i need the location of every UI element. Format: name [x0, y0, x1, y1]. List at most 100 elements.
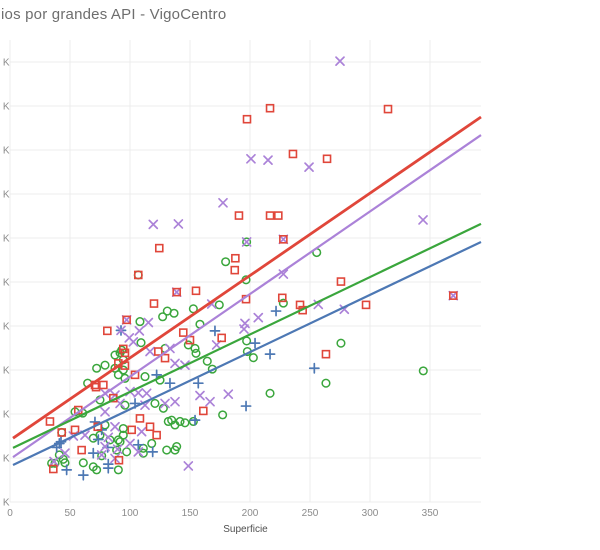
data-point-purple-x[interactable] — [170, 396, 180, 407]
data-point-blue-plus[interactable] — [240, 400, 252, 412]
trend-line-green-circles[interactable] — [12, 222, 482, 449]
data-point-green-circles[interactable] — [218, 410, 228, 420]
data-point-purple-x[interactable] — [121, 314, 132, 325]
data-point-red-squares[interactable] — [99, 380, 108, 390]
data-point-green-circles[interactable] — [100, 360, 110, 370]
data-point-green-circles[interactable] — [170, 445, 180, 455]
data-point-green-circles[interactable] — [112, 445, 122, 455]
data-point-red-squares[interactable] — [217, 333, 226, 343]
data-point-red-squares[interactable] — [70, 425, 80, 435]
data-point-red-squares[interactable] — [145, 422, 155, 432]
data-point-purple-x[interactable] — [448, 290, 459, 301]
data-point-green-circles[interactable] — [136, 338, 146, 348]
data-point-green-circles[interactable] — [190, 343, 200, 353]
data-point-red-squares[interactable] — [77, 445, 86, 455]
data-point-green-circles[interactable] — [78, 458, 88, 468]
data-point-green-circles[interactable] — [110, 350, 120, 360]
data-point-green-circles[interactable] — [278, 298, 288, 308]
data-point-green-circles[interactable] — [113, 435, 123, 445]
data-point-green-circles[interactable] — [248, 353, 258, 363]
data-point-red-squares[interactable] — [288, 149, 298, 159]
data-point-purple-x[interactable] — [246, 153, 256, 164]
data-point-red-squares[interactable] — [230, 265, 240, 275]
data-point-purple-x[interactable] — [100, 441, 110, 452]
data-point-red-squares[interactable] — [199, 406, 208, 416]
data-point-purple-x[interactable] — [173, 219, 184, 229]
data-point-blue-plus[interactable] — [308, 362, 320, 374]
data-point-blue-plus[interactable] — [77, 469, 89, 481]
data-point-red-squares[interactable] — [135, 414, 145, 423]
data-point-purple-x[interactable] — [223, 389, 234, 400]
data-point-green-circles[interactable] — [118, 365, 128, 375]
data-point-red-squares[interactable] — [57, 428, 67, 437]
data-point-red-squares[interactable] — [265, 211, 275, 220]
trend-line-purple-x[interactable] — [12, 134, 482, 459]
data-point-purple-x[interactable] — [103, 432, 114, 443]
data-point-blue-plus[interactable] — [61, 464, 73, 476]
data-point-blue-plus[interactable] — [92, 434, 104, 445]
data-point-green-circles[interactable] — [113, 465, 123, 475]
data-point-purple-x[interactable] — [160, 398, 170, 409]
data-point-purple-x[interactable] — [100, 406, 110, 417]
data-point-green-circles[interactable] — [147, 438, 157, 449]
data-point-red-squares[interactable] — [277, 293, 287, 303]
data-point-purple-x[interactable] — [211, 340, 222, 350]
data-point-red-squares[interactable] — [448, 291, 458, 300]
data-point-green-circles[interactable] — [180, 418, 190, 428]
data-point-purple-x[interactable] — [49, 456, 59, 467]
data-point-blue-plus[interactable] — [264, 348, 276, 360]
trend-line-blue-plus[interactable] — [12, 240, 482, 467]
data-point-green-circles[interactable] — [140, 372, 150, 382]
data-point-purple-x[interactable] — [110, 421, 120, 432]
data-point-green-circles[interactable] — [158, 312, 168, 322]
data-point-purple-x[interactable] — [304, 162, 314, 173]
data-point-green-circles[interactable] — [162, 445, 172, 455]
data-point-purple-x[interactable] — [134, 325, 145, 336]
data-point-red-squares[interactable] — [242, 114, 252, 124]
data-point-purple-x[interactable] — [418, 215, 428, 225]
data-point-purple-x[interactable] — [195, 390, 205, 401]
data-point-red-squares[interactable] — [103, 326, 112, 336]
data-point-blue-plus[interactable] — [189, 414, 201, 426]
data-point-blue-plus[interactable] — [164, 377, 176, 389]
data-point-blue-plus[interactable] — [270, 305, 282, 317]
data-point-green-circles[interactable] — [188, 416, 198, 427]
data-point-green-circles[interactable] — [163, 416, 173, 427]
data-point-green-circles[interactable] — [191, 348, 201, 358]
data-point-purple-x[interactable] — [128, 336, 139, 347]
data-point-green-circles[interactable] — [97, 451, 107, 461]
data-point-purple-x[interactable] — [239, 324, 249, 334]
data-point-red-squares[interactable] — [160, 353, 170, 363]
data-point-green-circles[interactable] — [418, 366, 428, 376]
data-point-blue-plus[interactable] — [151, 369, 163, 381]
data-point-purple-x[interactable] — [145, 346, 155, 357]
data-point-purple-x[interactable] — [148, 219, 159, 230]
data-point-purple-x[interactable] — [171, 287, 182, 297]
data-point-green-circles[interactable] — [92, 465, 102, 475]
data-point-purple-x[interactable] — [133, 446, 144, 457]
data-point-red-squares[interactable] — [191, 286, 201, 296]
data-point-red-squares[interactable] — [265, 103, 275, 113]
data-point-red-squares[interactable] — [127, 425, 136, 435]
data-point-purple-x[interactable] — [96, 450, 107, 460]
data-point-green-circles[interactable] — [321, 378, 331, 388]
data-point-blue-plus[interactable] — [192, 377, 204, 389]
data-point-purple-x[interactable] — [60, 448, 70, 459]
data-point-red-squares[interactable] — [152, 430, 161, 440]
data-point-red-squares[interactable] — [322, 154, 332, 164]
data-point-purple-x[interactable] — [241, 237, 252, 247]
trend-line-red-squares[interactable] — [12, 115, 482, 440]
data-point-red-squares[interactable] — [336, 277, 346, 286]
data-point-purple-x[interactable] — [170, 358, 180, 369]
data-point-blue-plus[interactable] — [209, 325, 221, 337]
data-point-red-squares[interactable] — [361, 300, 371, 310]
data-point-red-squares[interactable] — [49, 464, 58, 474]
data-point-green-circles[interactable] — [92, 363, 102, 373]
data-point-purple-x[interactable] — [278, 234, 289, 245]
data-point-purple-x[interactable] — [141, 388, 152, 399]
data-point-green-circles[interactable] — [118, 423, 128, 434]
data-point-blue-plus[interactable] — [87, 447, 99, 459]
data-point-green-circles[interactable] — [336, 338, 346, 348]
data-point-red-squares[interactable] — [122, 315, 131, 325]
data-point-green-circles[interactable] — [133, 270, 143, 280]
